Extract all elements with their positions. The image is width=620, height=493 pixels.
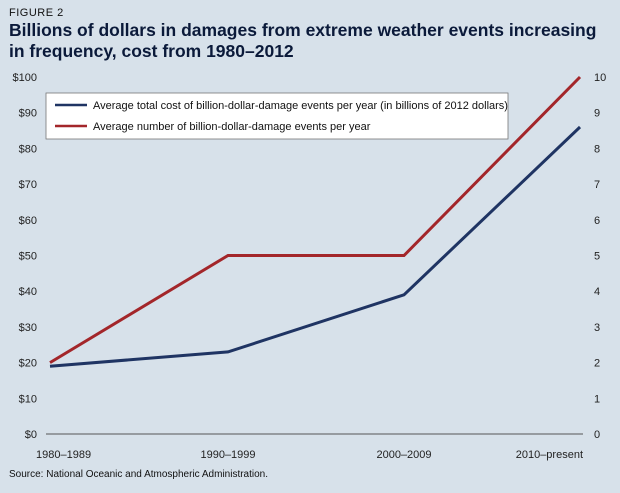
series-line-cost	[49, 125, 582, 368]
series-line-count	[49, 75, 582, 364]
left-tick-label: $80	[19, 143, 37, 155]
series-lines	[49, 75, 582, 368]
right-tick-label: 7	[594, 179, 600, 191]
right-tick-label: 6	[594, 215, 600, 227]
left-tick-label: $0	[25, 429, 37, 441]
legend: Average total cost of billion-dollar-dam…	[45, 92, 509, 140]
right-tick-label: 3	[594, 322, 600, 334]
left-tick-label: $60	[19, 215, 37, 227]
left-tick-label: $90	[19, 108, 37, 120]
right-tick-label: 1	[594, 393, 600, 405]
left-tick-label: $10	[19, 393, 37, 405]
left-axis-ticks: $0 $10 $20 $30 $40 $50 $60 $70 $80 $90 $100	[13, 72, 37, 441]
x-tick-label: 1990–1999	[200, 449, 255, 461]
legend-box	[45, 92, 509, 140]
left-tick-label: $40	[19, 286, 37, 298]
x-axis-ticks: 1980–1989 1990–1999 2000–2009 2010–present	[36, 449, 583, 461]
left-tick-label: $70	[19, 179, 37, 191]
legend-label: Average number of billion-dollar-damage …	[93, 121, 371, 133]
x-tick-label: 2000–2009	[376, 449, 431, 461]
right-tick-label: 4	[594, 286, 600, 298]
right-tick-label: 10	[594, 72, 606, 84]
right-axis-ticks: 0 1 2 3 4 5 6 7 8 9 10	[594, 72, 606, 441]
x-tick-label: 1980–1989	[36, 449, 91, 461]
left-tick-label: $30	[19, 322, 37, 334]
right-tick-label: 8	[594, 143, 600, 155]
right-tick-label: 5	[594, 251, 600, 263]
left-tick-label: $20	[19, 358, 37, 370]
legend-label: Average total cost of billion-dollar-dam…	[93, 100, 508, 112]
x-tick-label: 2010–present	[516, 449, 583, 461]
right-tick-label: 2	[594, 358, 600, 370]
right-tick-label: 0	[594, 429, 600, 441]
right-tick-label: 9	[594, 108, 600, 120]
chart-title: Billions of dollars in damages from extr…	[9, 20, 597, 61]
source-note: Source: National Oceanic and Atmospheric…	[9, 469, 269, 480]
figure-label: FIGURE 2	[9, 7, 64, 19]
left-tick-label: $50	[19, 251, 37, 263]
left-tick-label: $100	[13, 72, 37, 84]
